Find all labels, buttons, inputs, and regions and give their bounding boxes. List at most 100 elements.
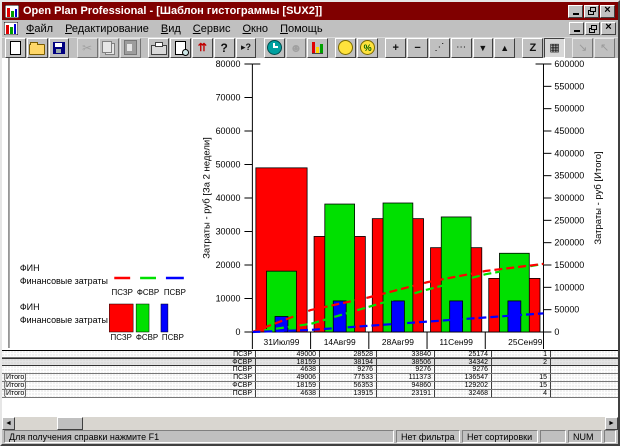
- cut-button[interactable]: ✂: [76, 37, 98, 58]
- table-cell: 49006: [255, 374, 319, 381]
- menu-item[interactable]: Файл: [26, 22, 54, 35]
- table-cell: 136547: [434, 374, 491, 381]
- chart-view: 0 10000 20000 30000 40000 50000 60000 70000 8000…: [2, 58, 618, 417]
- coin-icon: [338, 40, 354, 55]
- table-cell: 9276: [376, 366, 434, 373]
- status-num-lock: NUM: [568, 430, 602, 443]
- copy-button[interactable]: [98, 37, 120, 58]
- table-cell: 9276: [434, 366, 491, 373]
- table-cell: 13915: [319, 390, 376, 397]
- percent-button[interactable]: %: [357, 37, 378, 58]
- legend-series-label: ПСВР: [164, 288, 186, 297]
- menu-item[interactable]: Редактирование: [65, 22, 149, 35]
- new-document-button[interactable]: [5, 37, 26, 58]
- legend-series-label: ПСЗР: [110, 333, 131, 342]
- line-ФСВР [Итого]: [252, 262, 544, 334]
- clock-button[interactable]: [263, 37, 285, 58]
- legend-series-label: ПСЗР: [111, 288, 132, 297]
- legend-series-label: ФСВР: [136, 333, 158, 342]
- zoom-z-button[interactable]: Z: [522, 37, 544, 58]
- table-row[interactable]: [Итого] ПСВР 4638 13915 23191 32468 4: [2, 390, 618, 398]
- right-axis-tick-label: 200000: [554, 238, 584, 248]
- scroll-right-button[interactable]: ►: [605, 417, 618, 430]
- table-row[interactable]: ПСЗР 49000 28528 33840 25174 1: [2, 350, 618, 358]
- menu-item[interactable]: Помощь: [280, 22, 323, 35]
- child-restore-button[interactable]: [585, 22, 600, 35]
- menu-item[interactable]: Вид: [160, 22, 181, 35]
- table-cell: 18159: [255, 359, 319, 365]
- left-axis-tick-label: 20000: [216, 260, 241, 270]
- legend-code: ФИН: [20, 263, 40, 273]
- legend-bar-sample: [160, 303, 169, 333]
- save-icon: [52, 41, 65, 54]
- left-axis-tick-label: 50000: [216, 159, 241, 169]
- status-sort: Нет сортировки: [462, 430, 538, 443]
- print-preview-button[interactable]: [170, 37, 191, 58]
- scroll-left-button[interactable]: ◄: [2, 417, 15, 430]
- table-row[interactable]: ПСВР 4638 9276 9276 9276: [2, 366, 618, 374]
- horizontal-scrollbar[interactable]: ◄ ►: [2, 417, 618, 430]
- scatter-up-button[interactable]: ⋰: [428, 37, 450, 58]
- left-axis-tick-label: 0: [235, 327, 240, 337]
- close-button[interactable]: ×: [600, 4, 615, 18]
- legend-series-label: ПСВР: [162, 333, 184, 342]
- date-label: 11Сен99: [439, 337, 473, 347]
- paste-button[interactable]: [120, 37, 142, 58]
- scrollbar-thumb[interactable]: [57, 417, 83, 430]
- table-cell: 4638: [255, 366, 319, 373]
- row-series-label: ПСЗР: [233, 374, 252, 381]
- table-row[interactable]: [Итого] ФСВР 18159 56353 94860 129202 15: [2, 382, 618, 390]
- arrow-down-button[interactable]: ▼: [472, 37, 494, 58]
- help-button[interactable]: ?: [213, 37, 235, 58]
- expand-button[interactable]: ↘: [572, 37, 594, 58]
- right-axis-tick-label: 450000: [554, 126, 584, 136]
- plus-button[interactable]: +: [385, 37, 407, 58]
- save-button[interactable]: [48, 37, 70, 58]
- coin-button[interactable]: [335, 37, 357, 58]
- scatter-down-button[interactable]: ⋯: [450, 37, 472, 58]
- window-title: Open Plan Professional - [Шаблон гистогр…: [23, 5, 323, 17]
- minimize-icon: [572, 12, 579, 15]
- restore-button[interactable]: [584, 4, 599, 18]
- status-bar: Для получения справки нажмите F1 Нет фил…: [2, 429, 618, 444]
- scissors-icon: ✂: [82, 40, 93, 55]
- arrow-up-button[interactable]: ▲: [494, 37, 516, 58]
- menu-item[interactable]: Сервис: [192, 22, 231, 35]
- row-group-label: [Итого]: [4, 382, 27, 389]
- row-series-label: ФСВР: [232, 359, 252, 365]
- table-row[interactable]: [Итого] ПСЗР 49006 77533 111373 136547 15: [2, 374, 618, 382]
- child-minimize-button[interactable]: [569, 22, 584, 35]
- collapse-button[interactable]: ↖: [594, 37, 615, 58]
- legend-bar-sample: [135, 303, 150, 333]
- histogram-button[interactable]: [307, 37, 329, 58]
- print-button[interactable]: [148, 37, 170, 58]
- table-cell: 49000: [255, 351, 319, 357]
- histogram-icon: [312, 41, 324, 54]
- context-help-button[interactable]: ▸?: [235, 37, 257, 58]
- toolbar-separator: [70, 39, 75, 57]
- right-axis-tick-label: 250000: [554, 215, 584, 225]
- table-view-button[interactable]: ▦: [544, 37, 565, 58]
- table-cell: 111373: [376, 374, 434, 381]
- update-arrows-button[interactable]: ⇈: [192, 37, 213, 58]
- legend-name: Финансовые затраты: [20, 276, 108, 286]
- right-axis-tick-label: 500000: [554, 104, 584, 114]
- date-row: 31Июл99 14Авг99 28Авг99 11Сен99 25Сен99: [264, 337, 543, 347]
- person-button[interactable]: ☻: [285, 37, 307, 58]
- row-group-label: [Итого]: [4, 374, 27, 381]
- right-axis-tick-label: 0: [554, 327, 559, 337]
- table-cell-empty: [550, 390, 618, 397]
- minus-button[interactable]: −: [407, 37, 428, 58]
- table-row[interactable]: ФСВР 18159 38194 38506 34342 2: [2, 358, 618, 366]
- left-axis-tick-label: 80000: [216, 59, 241, 69]
- minus-icon: −: [414, 41, 421, 54]
- legend-code: ФИН: [20, 302, 40, 312]
- child-close-button[interactable]: ×: [601, 22, 616, 35]
- bar-ПСВР-3: [391, 300, 405, 333]
- menu-item[interactable]: Окно: [242, 22, 269, 35]
- minimize-button[interactable]: [568, 4, 583, 18]
- table-cell: 4638: [255, 390, 319, 397]
- bar-ПСВР-4: [449, 300, 464, 333]
- open-folder-button[interactable]: [26, 37, 48, 58]
- toolbar-separator: [257, 39, 262, 57]
